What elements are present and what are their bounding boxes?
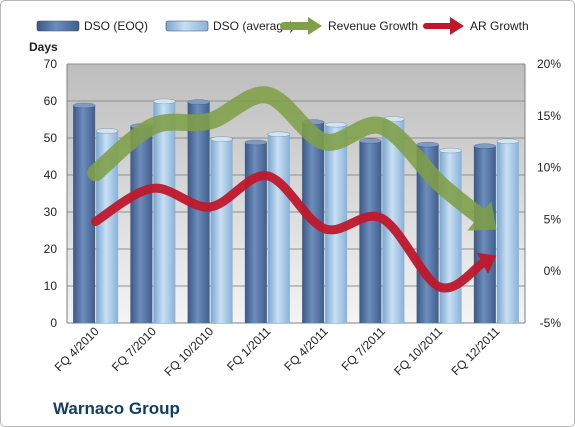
bar-dso-average-cap bbox=[496, 138, 520, 145]
legend-label-revenue-growth: Revenue Growth bbox=[328, 19, 418, 33]
y-left-tick-label: 10 bbox=[44, 279, 58, 293]
y-left-axis-label: Days bbox=[29, 40, 58, 54]
y-left-tick-label: 20 bbox=[44, 242, 58, 256]
bar-dso-average bbox=[324, 121, 348, 324]
y-left-tick-label: 0 bbox=[50, 316, 57, 330]
x-tick-label: FQ 1/2011 bbox=[224, 324, 274, 374]
bar-dso-average-body bbox=[267, 134, 290, 323]
bar-dso-average-body bbox=[153, 101, 176, 324]
bar-dso-average bbox=[210, 136, 233, 323]
y-right-tick-label: -5% bbox=[540, 316, 562, 330]
bar-dso-eoq bbox=[473, 143, 497, 323]
legend-swatch-revenue-growth-head bbox=[308, 17, 322, 35]
bar-dso-average bbox=[153, 98, 176, 324]
legend-label-dso-eoq-: DSO (EOQ) bbox=[84, 19, 148, 33]
bar-dso-average bbox=[439, 147, 462, 323]
bar-dso-eoq-cap bbox=[187, 99, 210, 105]
y-right-tick-label: 20% bbox=[537, 57, 561, 71]
bar-dso-eoq bbox=[130, 123, 153, 323]
x-tick-label: FQ 7/2011 bbox=[339, 324, 389, 374]
y-right-tick-label: 10% bbox=[537, 161, 561, 175]
bar-dso-average-cap bbox=[267, 131, 291, 138]
bar-dso-average-body bbox=[496, 141, 519, 323]
bar-dso-eoq-body bbox=[187, 102, 210, 323]
bar-dso-eoq-cap bbox=[244, 139, 268, 146]
company-name: Warnaco Group bbox=[53, 399, 180, 418]
bar-dso-eoq-body bbox=[244, 142, 267, 323]
bar-dso-eoq-body bbox=[130, 126, 153, 323]
y-left-tick-label: 50 bbox=[44, 131, 58, 145]
y-right-tick-label: 15% bbox=[537, 109, 561, 123]
x-tick-label: FQ 7/2010 bbox=[109, 324, 159, 374]
bar-dso-average bbox=[496, 138, 520, 323]
bar-dso-eoq bbox=[244, 139, 268, 323]
bar-dso-average-body bbox=[96, 130, 119, 323]
legend-swatch-dso-eoq- bbox=[36, 20, 80, 32]
bar-dso-average-body bbox=[382, 119, 405, 323]
bar-dso-average-cap bbox=[324, 121, 348, 128]
line-ar-growth bbox=[91, 171, 497, 293]
legend-label-ar-growth: AR Growth bbox=[470, 19, 529, 33]
line-ar-growth-path bbox=[91, 171, 487, 293]
line-revenue-growth-arrowhead bbox=[467, 201, 497, 231]
x-tick-label: FQ 10/2011 bbox=[391, 324, 445, 378]
bar-dso-average bbox=[267, 131, 291, 323]
bar-dso-eoq-cap bbox=[473, 143, 497, 149]
x-tick-label: FQ 12/2011 bbox=[448, 324, 502, 378]
bar-dso-average-cap bbox=[439, 147, 462, 154]
line-revenue-growth bbox=[87, 86, 497, 231]
x-tick-label: FQ 10/2010 bbox=[162, 324, 217, 379]
bar-dso-eoq-body bbox=[359, 140, 382, 323]
bar-dso-average-cap bbox=[95, 128, 119, 134]
bar-dso-average-cap bbox=[210, 136, 233, 142]
legend: DSO (EOQ) DSO (average) Revenue Growth AR G… bbox=[36, 17, 529, 35]
legend-label-dso-average-: DSO (average) bbox=[213, 19, 294, 33]
bar-dso-eoq-cap bbox=[359, 138, 382, 144]
bar-dso-average-body bbox=[325, 124, 348, 324]
y-right-tick-label: 5% bbox=[544, 212, 562, 226]
bar-dso-eoq-cap bbox=[72, 102, 96, 109]
bar-dso-eoq bbox=[359, 138, 382, 323]
y-left-tick-label: 40 bbox=[44, 168, 58, 182]
y-left-tick-label: 70 bbox=[44, 57, 58, 71]
legend-swatch-dso-average- bbox=[165, 20, 209, 32]
bar-dso-average-body bbox=[210, 139, 233, 323]
bar-dso-eoq-body bbox=[73, 105, 96, 323]
bar-dso-eoq bbox=[187, 99, 210, 323]
legend-swatch-ar-growth-head bbox=[450, 17, 464, 35]
line-revenue-growth-path bbox=[87, 86, 488, 225]
bar-dso-eoq-body bbox=[473, 146, 496, 323]
y-right-tick-label: 0% bbox=[544, 264, 562, 278]
y-left-tick-label: 60 bbox=[44, 94, 58, 108]
x-tick-label: FQ 4/2011 bbox=[281, 324, 331, 374]
bar-dso-average bbox=[95, 128, 119, 323]
bar-dso-average-cap bbox=[153, 98, 176, 105]
x-tick-label: FQ 4/2010 bbox=[52, 324, 102, 374]
y-left-tick-label: 30 bbox=[44, 205, 58, 219]
bar-dso-eoq bbox=[72, 102, 96, 323]
line-ar-growth-arrowhead bbox=[476, 252, 497, 274]
bar-dso-eoq-cap bbox=[416, 141, 439, 148]
